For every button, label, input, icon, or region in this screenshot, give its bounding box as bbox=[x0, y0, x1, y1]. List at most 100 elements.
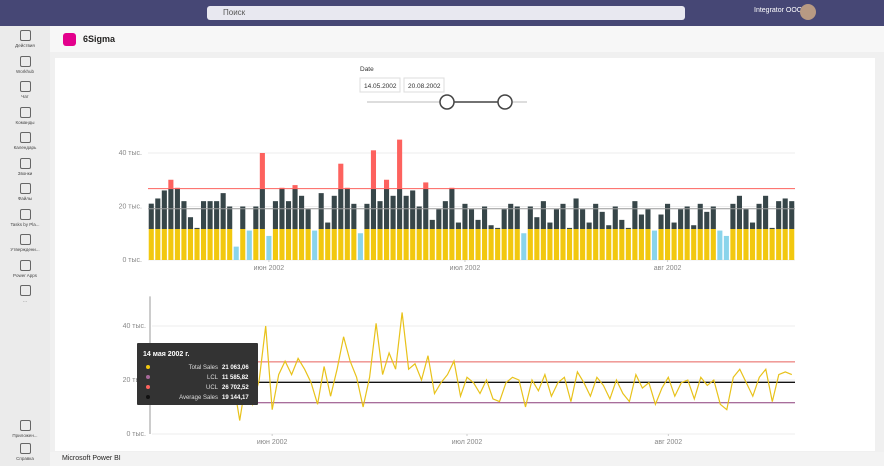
bar-segment bbox=[541, 201, 546, 229]
sidebar-item[interactable]: Справка bbox=[0, 443, 50, 461]
bar-segment bbox=[384, 180, 389, 189]
sidebar-item[interactable]: Утверждени... bbox=[0, 234, 50, 252]
bar-segment bbox=[574, 229, 579, 260]
tooltip-value: 21 063,06 bbox=[222, 365, 249, 371]
bar-segment bbox=[208, 201, 213, 229]
bar-segment bbox=[554, 229, 559, 260]
bar-segment bbox=[155, 229, 160, 260]
sidebar-item[interactable]: Power Apps bbox=[0, 260, 50, 278]
bar-segment bbox=[273, 229, 278, 260]
bar-segment bbox=[286, 229, 291, 260]
bar-segment bbox=[221, 193, 226, 229]
bar-segment bbox=[351, 229, 356, 260]
bar-segment bbox=[279, 229, 284, 260]
sidebar-item[interactable]: Календарь bbox=[0, 132, 50, 150]
app-logo bbox=[63, 33, 76, 46]
bar-segment bbox=[227, 207, 232, 230]
sidebar-label: Приложен... bbox=[12, 433, 37, 438]
x-tick-label: авг 2002 bbox=[655, 439, 683, 446]
slider-handle[interactable] bbox=[498, 95, 512, 109]
bar-segment bbox=[685, 229, 690, 260]
bar-segment bbox=[351, 204, 356, 229]
bar-segment bbox=[417, 229, 422, 260]
bar-segment bbox=[332, 229, 337, 260]
bar-segment bbox=[306, 229, 311, 260]
sidebar-item[interactable]: Чат bbox=[0, 81, 50, 99]
sidebar-item[interactable]: Действия bbox=[0, 30, 50, 48]
bar-segment bbox=[711, 207, 716, 230]
bar-segment bbox=[475, 220, 480, 229]
slider-handle[interactable] bbox=[440, 95, 454, 109]
bar-segment bbox=[449, 229, 454, 260]
y-tick-label: 0 тыс. bbox=[126, 431, 146, 438]
bar-segment bbox=[587, 223, 592, 229]
bar-segment bbox=[724, 236, 729, 260]
user-name[interactable]: Integrator OOO bbox=[754, 7, 802, 14]
bar-segment bbox=[626, 229, 631, 260]
sidebar-item[interactable]: Workhub bbox=[0, 56, 50, 74]
bar-segment bbox=[325, 229, 330, 260]
sidebar-icon bbox=[20, 209, 31, 220]
bar-segment bbox=[639, 229, 644, 260]
sidebar-item[interactable]: ... bbox=[0, 285, 50, 303]
bar-segment bbox=[214, 229, 219, 260]
bar-segment bbox=[776, 201, 781, 229]
bar-segment bbox=[789, 201, 794, 229]
app-header: 6Sigma bbox=[50, 26, 884, 52]
tooltip-dot bbox=[146, 395, 150, 399]
y-tick-label: 40 тыс. bbox=[123, 323, 146, 330]
bar-segment bbox=[502, 229, 507, 260]
page: Поиск Integrator OOO Действия Workhub Чат К… bbox=[0, 0, 884, 466]
sidebar-item[interactable]: Приложен... bbox=[0, 420, 50, 438]
bar-segment bbox=[691, 229, 696, 260]
tooltip-value: 11 585,82 bbox=[222, 375, 249, 381]
avatar[interactable] bbox=[800, 4, 816, 20]
sidebar-label: Workhub bbox=[16, 69, 34, 74]
bar-segment bbox=[763, 229, 768, 260]
bar-segment bbox=[391, 196, 396, 229]
bar-segment bbox=[436, 229, 441, 260]
slicer-start: 14.05.2002 bbox=[364, 83, 397, 90]
bar-segment bbox=[743, 229, 748, 260]
sidebar-item[interactable]: Tasks by Pla... bbox=[0, 209, 50, 227]
sidebar-icon bbox=[20, 234, 31, 245]
sidebar-item[interactable]: Файлы bbox=[0, 183, 50, 201]
sidebar-label: Утверждени... bbox=[10, 247, 39, 252]
bar-segment bbox=[299, 229, 304, 260]
sidebar-label: Календарь bbox=[14, 145, 37, 150]
bar-segment bbox=[253, 229, 258, 260]
bar-segment bbox=[489, 225, 494, 229]
bar-segment bbox=[482, 229, 487, 260]
bar-segment bbox=[436, 209, 441, 229]
bar-segment bbox=[626, 228, 631, 229]
bar-segment bbox=[201, 201, 206, 229]
bar-segment bbox=[417, 207, 422, 230]
bar-segment bbox=[273, 201, 278, 229]
bar-segment bbox=[658, 229, 663, 260]
bar-segment bbox=[430, 229, 435, 260]
sidebar-icon bbox=[20, 81, 31, 92]
sidebar-label: Tasks by Pla... bbox=[10, 222, 39, 227]
search-box[interactable]: Поиск bbox=[207, 6, 685, 20]
bar-segment bbox=[658, 215, 663, 229]
bar-segment bbox=[665, 229, 670, 260]
tooltip-title: 14 мая 2002 г. bbox=[143, 351, 189, 358]
sidebar-item[interactable]: Звонки bbox=[0, 158, 50, 176]
bar-segment bbox=[619, 220, 624, 229]
x-tick-label: июн 2002 bbox=[254, 265, 285, 272]
bar-segment bbox=[730, 229, 735, 260]
sidebar-item[interactable]: Команды bbox=[0, 107, 50, 125]
bar-segment bbox=[181, 201, 186, 229]
bar-segment bbox=[168, 180, 173, 189]
sidebar-icon bbox=[20, 260, 31, 271]
sidebar-icon bbox=[20, 107, 31, 118]
bar-segment bbox=[495, 228, 500, 229]
bar-segment bbox=[691, 225, 696, 229]
bar-segment bbox=[672, 229, 677, 260]
bar-segment bbox=[443, 229, 448, 260]
bar-segment bbox=[665, 204, 670, 229]
bar-segment bbox=[600, 212, 605, 229]
bar-segment bbox=[240, 207, 245, 230]
app-title: 6Sigma bbox=[83, 34, 115, 44]
sidebar-icon bbox=[20, 285, 31, 296]
